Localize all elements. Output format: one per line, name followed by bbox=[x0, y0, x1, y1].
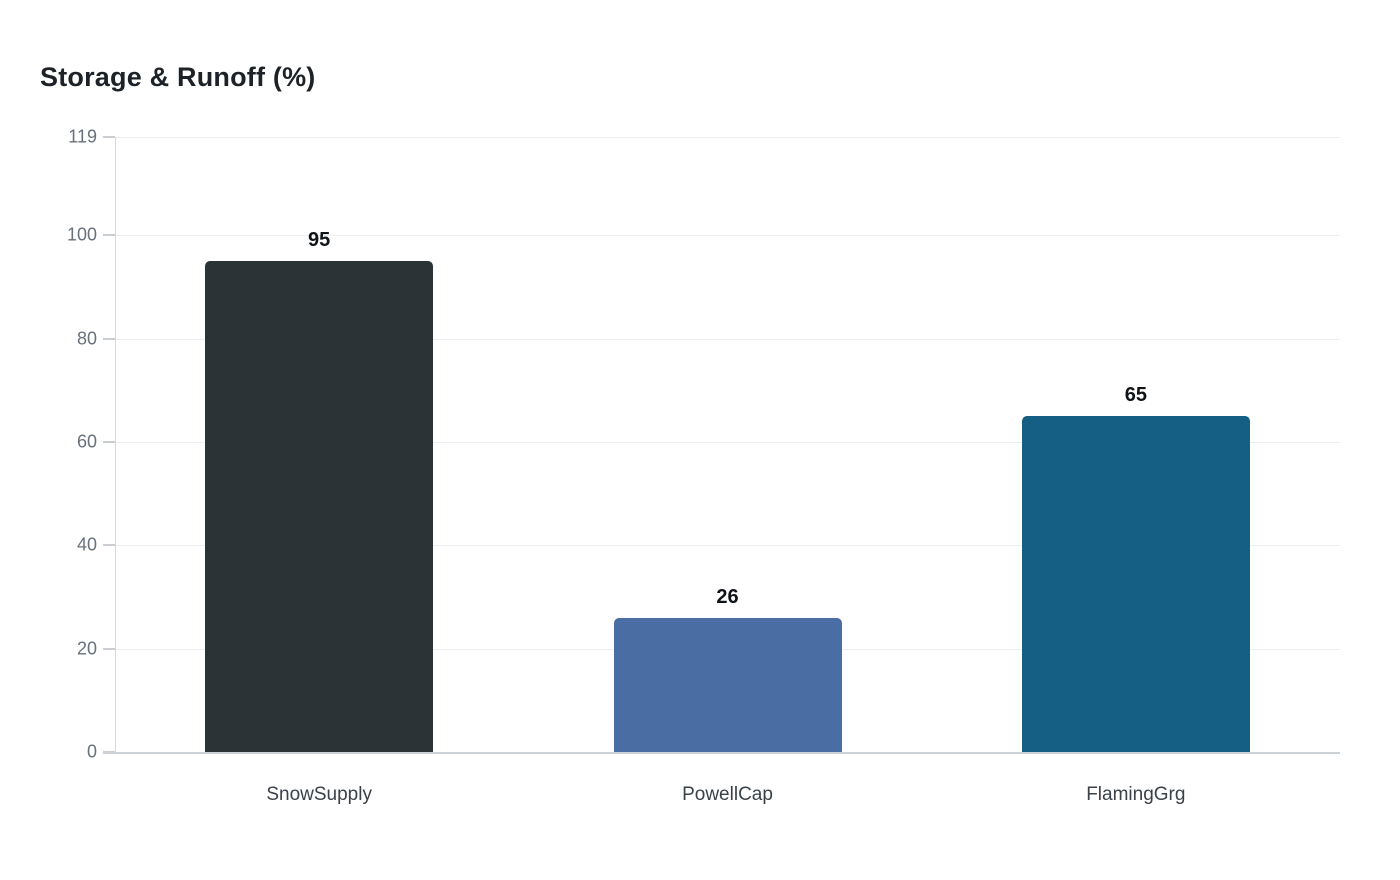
y-tick-mark bbox=[103, 234, 115, 237]
y-tick-mark bbox=[103, 136, 115, 138]
gridline bbox=[115, 545, 1340, 547]
y-tick-mark bbox=[103, 337, 115, 340]
y-tick-label: 0 bbox=[86, 741, 97, 762]
y-axis-line bbox=[115, 137, 116, 752]
y-tick-label: 60 bbox=[76, 431, 97, 452]
y-tick-label: 119 bbox=[68, 126, 97, 147]
y-tick-label: 20 bbox=[76, 638, 97, 659]
bar-value-label: 26 bbox=[716, 585, 739, 608]
y-tick-label: 80 bbox=[76, 328, 97, 349]
bar-value-label: 95 bbox=[308, 229, 331, 252]
y-tick-label: 100 bbox=[66, 224, 97, 245]
bar bbox=[1021, 416, 1250, 752]
chart-title: Storage & Runoff (%) bbox=[40, 62, 316, 92]
bar bbox=[205, 261, 434, 752]
y-tick-mark bbox=[103, 440, 115, 443]
gridline bbox=[115, 137, 1340, 138]
y-tick-label: 40 bbox=[76, 534, 97, 555]
bar bbox=[613, 617, 842, 752]
y-tick-mark bbox=[103, 647, 115, 650]
gridline bbox=[115, 441, 1340, 443]
x-category-label: SnowSupply bbox=[266, 784, 372, 805]
gridline bbox=[115, 235, 1340, 237]
x-axis-line bbox=[103, 752, 1340, 754]
x-category-label: FlamingGrg bbox=[1086, 784, 1186, 805]
x-category-label: PowellCap bbox=[682, 784, 773, 805]
gridline bbox=[115, 338, 1340, 340]
y-tick-mark bbox=[103, 544, 115, 547]
bar-value-label: 65 bbox=[1124, 384, 1147, 407]
